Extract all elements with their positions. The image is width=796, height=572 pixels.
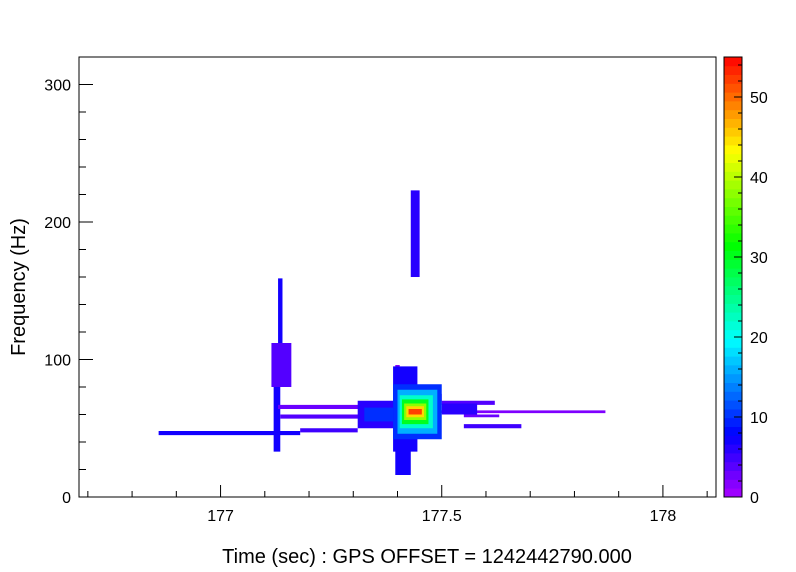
- colorbar-step: [724, 329, 742, 339]
- colorbar-step: [724, 92, 742, 102]
- colorbar-step: [724, 109, 742, 119]
- colorbar-step: [724, 321, 742, 331]
- colorbar-step: [724, 233, 742, 243]
- colorbar-step: [724, 347, 742, 357]
- tile-4: [300, 428, 358, 433]
- tile-5: [278, 404, 398, 410]
- y-tick-label-3: 300: [44, 78, 71, 95]
- colorbar-step: [724, 294, 742, 304]
- colorbar-step: [724, 259, 742, 269]
- colorbar-step: [724, 391, 742, 401]
- colorbar-tick-label-0: 0: [750, 490, 759, 507]
- colorbar-step: [724, 224, 742, 234]
- colorbar-step: [724, 171, 742, 181]
- colorbar-step: [724, 479, 742, 489]
- x-tick-label-1: 177.5: [422, 508, 462, 525]
- colorbar-step: [724, 180, 742, 190]
- colorbar-tick-label-4: 40: [750, 170, 768, 187]
- colorbar-step: [724, 65, 742, 75]
- colorbar-step: [724, 488, 742, 498]
- x-axis-title: Time (sec) : GPS OFFSET = 1242442790.000: [222, 546, 632, 568]
- y-axis-title: Frequency (Hz): [8, 218, 30, 356]
- y-tick-label-2: 200: [44, 215, 71, 232]
- tile-3: [271, 343, 292, 387]
- colorbar-step: [724, 426, 742, 436]
- colorbar-tick-label-3: 30: [750, 250, 768, 267]
- colorbar-step: [724, 74, 742, 84]
- tile-17: [364, 407, 398, 422]
- tile-6: [280, 414, 380, 419]
- colorbar-step: [724, 118, 742, 128]
- colorbar-step: [724, 215, 742, 225]
- colorbar-step: [724, 303, 742, 313]
- colorbar-step: [724, 453, 742, 463]
- tile-11: [441, 403, 478, 415]
- colorbar-step: [724, 153, 742, 163]
- tile-9: [463, 414, 500, 418]
- tile-2: [278, 278, 283, 367]
- colorbar-step: [724, 444, 742, 454]
- colorbar-step: [724, 136, 742, 146]
- colorbar-step: [724, 400, 742, 410]
- tile-12: [410, 190, 420, 278]
- tile-1: [273, 359, 281, 452]
- colorbar-step: [724, 189, 742, 199]
- colorbar-tick-label-5: 50: [750, 90, 768, 107]
- colorbar-step: [724, 356, 742, 366]
- colorbar-step: [724, 285, 742, 295]
- colorbar-step: [724, 373, 742, 383]
- x-tick-label-0: 177: [207, 508, 234, 525]
- tile-0: [158, 431, 301, 436]
- colorbar-step: [724, 250, 742, 260]
- axis-ticks: 177 177.5 178 0 100 200 300: [44, 56, 708, 525]
- colorbar-step: [724, 382, 742, 392]
- colorbar-step: [724, 145, 742, 155]
- colorbar-step: [724, 241, 742, 251]
- tile-7: [406, 410, 606, 414]
- tile-8: [463, 424, 522, 429]
- colorbar-tick-label-1: 10: [750, 410, 768, 427]
- colorbar-step: [724, 365, 742, 375]
- y-tick-label-0: 0: [62, 490, 71, 507]
- tiles-layer: [158, 190, 606, 475]
- colorbar-step: [724, 101, 742, 111]
- colorbar-frame: [723, 56, 743, 498]
- colorbar-step: [724, 435, 742, 445]
- colorbar-step: [724, 338, 742, 348]
- colorbar-step: [724, 417, 742, 427]
- colorbar-step: [724, 83, 742, 93]
- tile-25: [408, 409, 422, 415]
- x-tick-label-2: 178: [650, 508, 677, 525]
- colorbar-step: [724, 470, 742, 480]
- colorbar-step: [724, 206, 742, 216]
- colorbar-tick-label-2: 20: [750, 330, 768, 347]
- colorbar-step: [724, 461, 742, 471]
- colorbar-step: [724, 277, 742, 287]
- colorbar-step: [724, 127, 742, 137]
- colorbar-step: [724, 57, 742, 67]
- tile-10: [441, 400, 495, 405]
- colorbar-step: [724, 197, 742, 207]
- colorbar-step: [724, 409, 742, 419]
- tile-14: [395, 447, 411, 475]
- colorbar-step: [724, 268, 742, 278]
- colorbar: 0 10 20 30 40 50: [723, 56, 768, 507]
- colorbar-step: [724, 312, 742, 322]
- y-tick-label-1: 100: [44, 353, 71, 370]
- colorbar-step: [724, 162, 742, 172]
